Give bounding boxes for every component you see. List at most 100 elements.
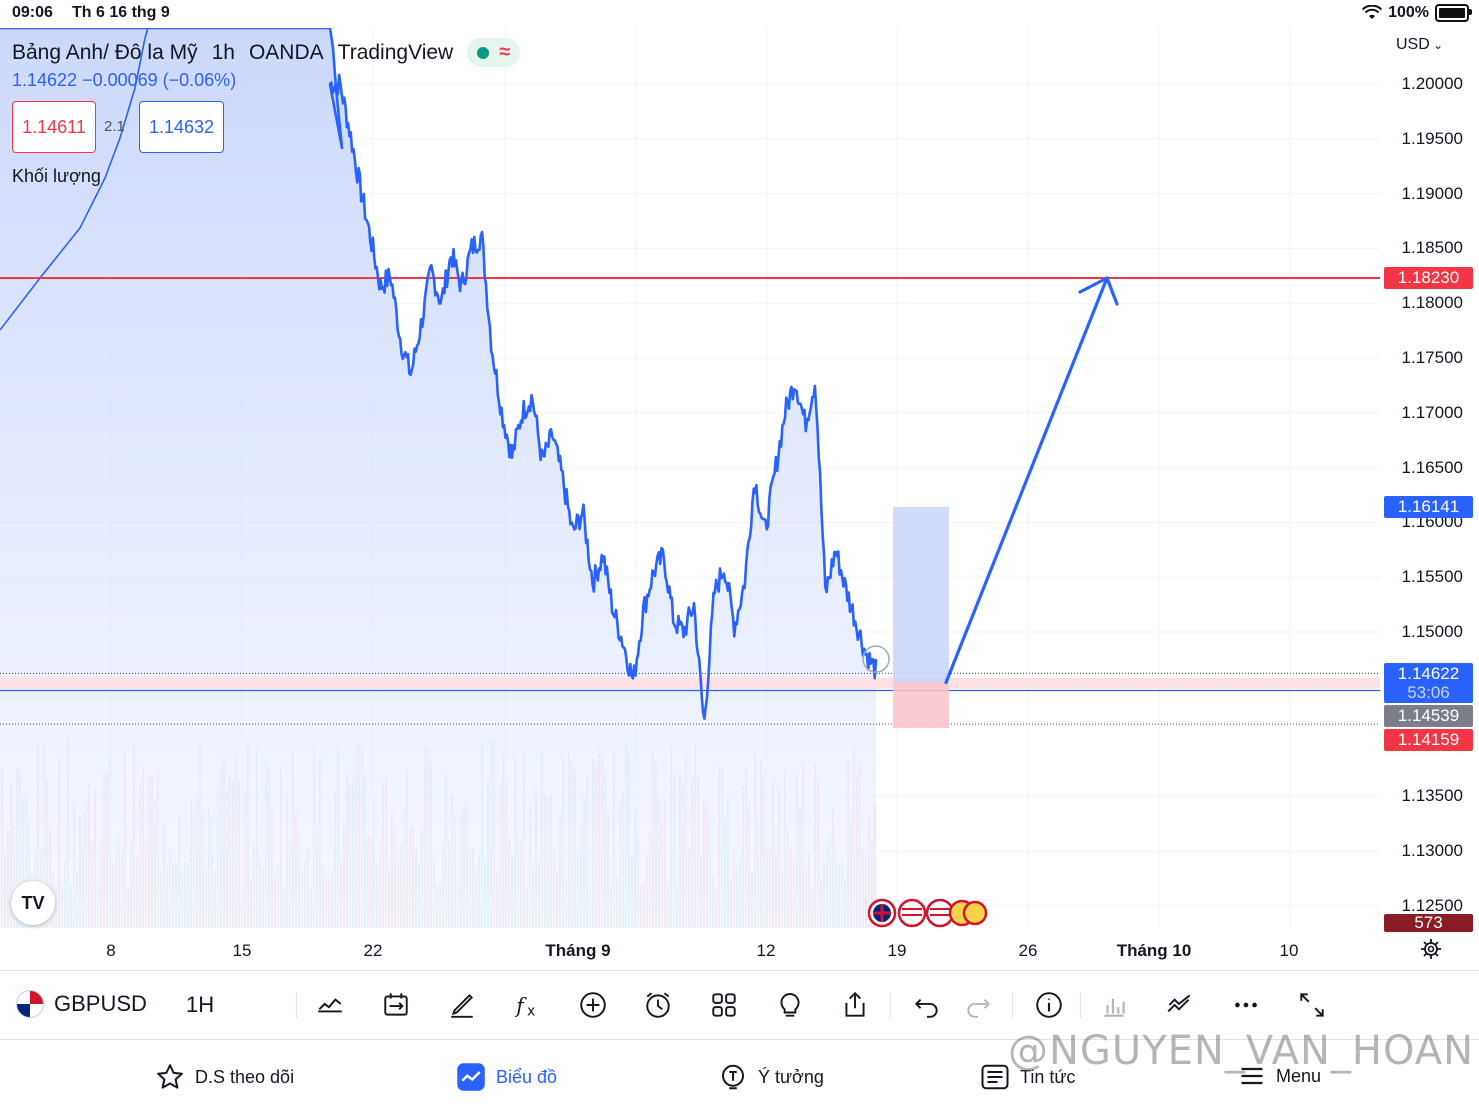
time-axis-label: 12	[756, 941, 776, 960]
price-tag-last: 1.14622	[1384, 663, 1473, 685]
redo-button[interactable]	[961, 988, 995, 1022]
price-tick-label: 1.19000	[1401, 183, 1463, 203]
buy-button[interactable]: 1.14632	[139, 101, 224, 153]
price-tag-target: 1.16141	[1384, 495, 1473, 518]
last-price-marker	[862, 645, 890, 673]
price-tag-countdown: 53:06	[1384, 683, 1473, 703]
news-icon	[981, 1064, 1009, 1090]
share-button[interactable]	[838, 988, 872, 1022]
price-tag-volume: 573	[1384, 914, 1473, 932]
alert-clock-button[interactable]	[641, 988, 675, 1022]
add-icon	[580, 992, 606, 1018]
price-tick-label: 1.19500	[1401, 128, 1463, 148]
event-icon[interactable]	[962, 900, 988, 926]
drawing-pen-button[interactable]	[445, 988, 479, 1022]
price-tag-resistance: 1.18230	[1384, 266, 1473, 289]
nav-menu[interactable]: Menu	[1238, 1062, 1321, 1090]
status-date: Th 6 16 thg 9	[72, 4, 170, 21]
symbol-legend[interactable]: Bảng Anh/ Đô la Mỹ 1h OANDA TradingView …	[12, 38, 521, 67]
undo-icon	[914, 998, 938, 1018]
menu-icon	[1241, 1067, 1263, 1085]
nav-news[interactable]: Tin tức	[980, 1062, 1075, 1092]
bar-chart-icon	[1104, 998, 1125, 1017]
economic-event-flags[interactable]	[867, 898, 988, 928]
add-button[interactable]	[576, 988, 610, 1022]
status-bar: 09:06 Th 6 16 thg 9 100%	[0, 0, 1479, 28]
legend-interval[interactable]: 1h	[211, 40, 235, 64]
arrow-shaft	[944, 276, 1109, 685]
sell-button[interactable]: 1.14611	[12, 101, 96, 153]
price-tick-label: 1.13000	[1401, 841, 1463, 861]
share-icon	[845, 991, 865, 1017]
fullscreen-button[interactable]	[1295, 988, 1329, 1022]
arrow-head	[1078, 276, 1119, 306]
nav-chart[interactable]: Biểu đồ	[456, 1062, 557, 1092]
bottom-toolbar	[0, 970, 1479, 1040]
currency-value: USD	[1396, 36, 1430, 53]
time-axis-label: 22	[363, 941, 383, 960]
idea-icon	[722, 1064, 744, 1090]
market-status-pill[interactable]: ≈	[467, 38, 521, 67]
stop-loss-zone	[893, 682, 949, 729]
price-tick-label: 1.16500	[1401, 457, 1463, 477]
gbpusd-flag-icon	[16, 990, 44, 1018]
idea-bulb-icon	[780, 993, 800, 1017]
bar-chart-button[interactable]	[1097, 988, 1131, 1022]
platform-name: TradingView	[337, 40, 454, 64]
tradingview-logo[interactable]: TV	[11, 881, 55, 925]
svg-text:f: f	[514, 994, 527, 1018]
compare-button[interactable]	[379, 988, 413, 1022]
battery-icon	[1435, 4, 1472, 22]
nav-ideas[interactable]: Ý tưởng	[718, 1062, 824, 1092]
line-tool-button[interactable]	[1163, 988, 1197, 1022]
nav-ideas-label: Ý tưởng	[758, 1066, 824, 1087]
symbol-name[interactable]: Bảng Anh/ Đô la Mỹ	[12, 40, 198, 64]
broker-name: OANDA	[248, 40, 324, 64]
battery-percent: 100%	[1388, 4, 1429, 21]
indicators-chart-icon	[318, 998, 342, 1013]
info-button[interactable]	[1032, 988, 1066, 1022]
layout-grid-icon	[712, 993, 736, 1017]
time-axis-label: 10	[1279, 941, 1299, 960]
horizontal-levels	[0, 276, 1380, 725]
price-tick-label: 1.18000	[1401, 293, 1463, 313]
time-axis-label: 15	[232, 941, 252, 960]
symbol-search-button[interactable]: GBPUSD	[16, 990, 147, 1018]
idea-bulb-button[interactable]	[773, 988, 807, 1022]
price-tick-label: 1.15000	[1401, 622, 1463, 641]
price-tick-label: 1.13500	[1401, 786, 1463, 806]
projection-arrow[interactable]	[944, 276, 1119, 685]
price-tick-label: 1.15500	[1401, 567, 1463, 587]
status-time: 09:06	[12, 4, 53, 21]
watermark: @NGUYEN_VAN_HOAN	[1008, 1028, 1475, 1074]
nav-chart-label: Biểu đồ	[496, 1066, 558, 1087]
volume-indicator-label[interactable]: Khối lượng	[12, 166, 101, 186]
us-flag-icon[interactable]	[897, 898, 927, 928]
compare-icon	[384, 993, 408, 1016]
nav-watchlist[interactable]: D.S theo dõi	[155, 1062, 294, 1092]
price-chart[interactable]	[0, 28, 1479, 933]
price-tick-label: 1.17500	[1401, 348, 1463, 367]
time-axis-label: Tháng 9	[545, 941, 611, 960]
chart-settings-button[interactable]	[1420, 938, 1442, 965]
svg-text:x: x	[527, 1004, 535, 1020]
undo-button[interactable]	[910, 988, 944, 1022]
nav-menu-label: Menu	[1276, 1065, 1322, 1086]
nav-news-label: Tin tức	[1020, 1066, 1076, 1087]
entry-zone	[0, 677, 1380, 689]
long-position-tool[interactable]	[893, 506, 949, 729]
indicators-chart-button[interactable]	[313, 988, 347, 1022]
price-line	[0, 28, 878, 720]
layout-grid-button[interactable]	[707, 988, 741, 1022]
currency-select[interactable]: USD ⌄	[1396, 36, 1443, 54]
drawing-pen-icon	[451, 993, 474, 1018]
more-button[interactable]	[1229, 988, 1263, 1022]
toolbar-divider	[890, 992, 891, 1018]
interval-button[interactable]: 1H	[186, 992, 215, 1017]
more-icon	[1235, 1002, 1257, 1008]
spread-value: 2.1	[104, 118, 125, 135]
star-icon	[157, 1064, 183, 1089]
price-tag-stop: 1.14159	[1384, 729, 1473, 751]
